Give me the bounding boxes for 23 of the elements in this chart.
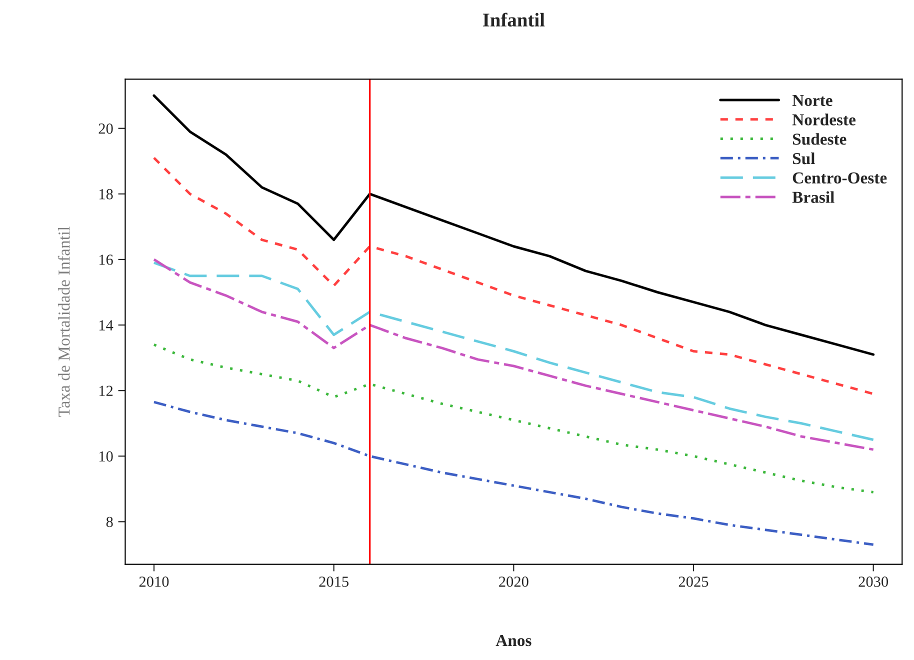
x-tick-label: 2010: [139, 576, 169, 587]
x-axis-title: Anos: [496, 634, 532, 646]
legend-label: Nordeste: [792, 114, 856, 126]
y-tick-label: 20: [98, 124, 113, 134]
y-tick-label: 16: [99, 254, 113, 265]
y-tick-label: 14: [99, 320, 114, 330]
line-series: [152, 400, 875, 546]
line-series: [152, 343, 875, 494]
y-tick-label: 12: [99, 386, 113, 396]
legend-label: Brasil: [792, 191, 834, 203]
y-tick-label: 10: [99, 451, 113, 462]
x-tick-label: 2030: [858, 576, 888, 587]
y-axis-title: Taxa de Mortalidade Infantil: [58, 226, 70, 417]
legend-label: Sul: [792, 152, 815, 164]
x-tick-label: 2025: [678, 576, 708, 587]
x-tick-label: 2020: [499, 576, 528, 587]
y-tick-label: 8: [106, 516, 113, 528]
x-tick-label: 2015: [319, 576, 349, 587]
legend-label: Sudeste: [792, 133, 846, 145]
legend-label: Centro-Oeste: [792, 172, 887, 184]
chart-title: Infantil: [482, 12, 545, 27]
y-tick-label: 18: [99, 189, 113, 200]
legend-label: Norte: [792, 94, 832, 106]
